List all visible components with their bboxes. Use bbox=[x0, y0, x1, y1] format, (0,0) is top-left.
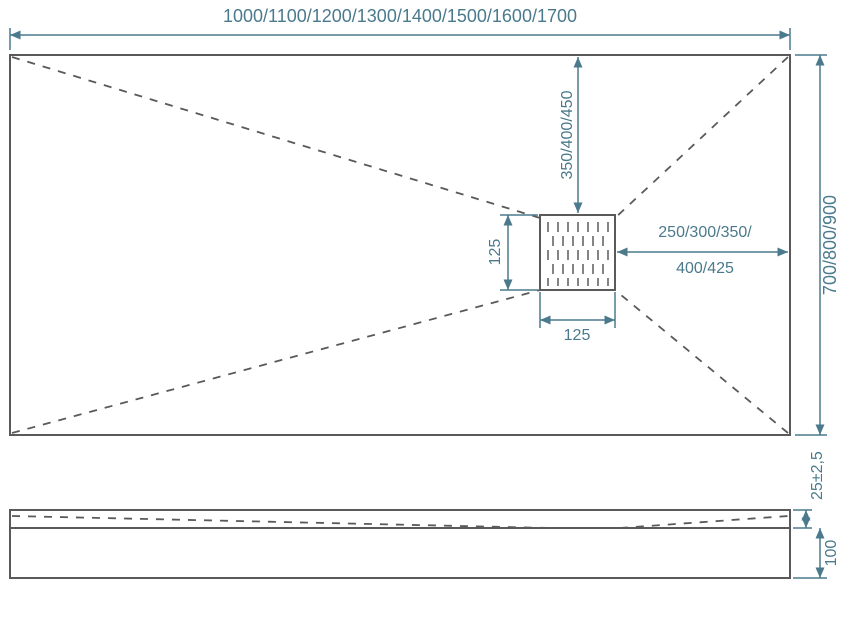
dim-side-full-height: 100 bbox=[793, 528, 840, 578]
dim-drain-height: 125 bbox=[487, 215, 538, 290]
dim-overall-width-label: 1000/1100/1200/1300/1400/1500/1600/1700 bbox=[223, 6, 577, 26]
slope-lines bbox=[12, 57, 788, 433]
tray-outline bbox=[10, 55, 790, 435]
side-view bbox=[10, 510, 790, 578]
dim-overall-height: 700/800/900 bbox=[795, 55, 840, 435]
dim-side-top-thickness: 25±2,5 bbox=[793, 451, 826, 528]
dim-drain-width: 125 bbox=[540, 292, 615, 344]
dim-drain-to-right-label-l1: 250/300/350/ bbox=[658, 224, 752, 241]
dim-overall-height-label: 700/800/900 bbox=[820, 195, 840, 295]
drawing-canvas: 1000/1100/1200/1300/1400/1500/1600/1700 … bbox=[0, 0, 844, 617]
dim-side-full-label: 100 bbox=[823, 540, 840, 567]
drain bbox=[540, 215, 615, 290]
dim-drain-to-top: 350/400/450 bbox=[559, 57, 578, 213]
dim-overall-width: 1000/1100/1200/1300/1400/1500/1600/1700 bbox=[10, 6, 790, 50]
dim-side-top-label: 25±2,5 bbox=[809, 451, 826, 500]
dim-drain-height-label: 125 bbox=[487, 239, 504, 266]
dim-drain-to-right: 250/300/350/ 400/425 bbox=[617, 224, 788, 277]
dim-drain-to-right-label-l2: 400/425 bbox=[676, 260, 734, 277]
dim-drain-width-label: 125 bbox=[564, 327, 591, 344]
dim-drain-to-top-label: 350/400/450 bbox=[559, 90, 576, 179]
